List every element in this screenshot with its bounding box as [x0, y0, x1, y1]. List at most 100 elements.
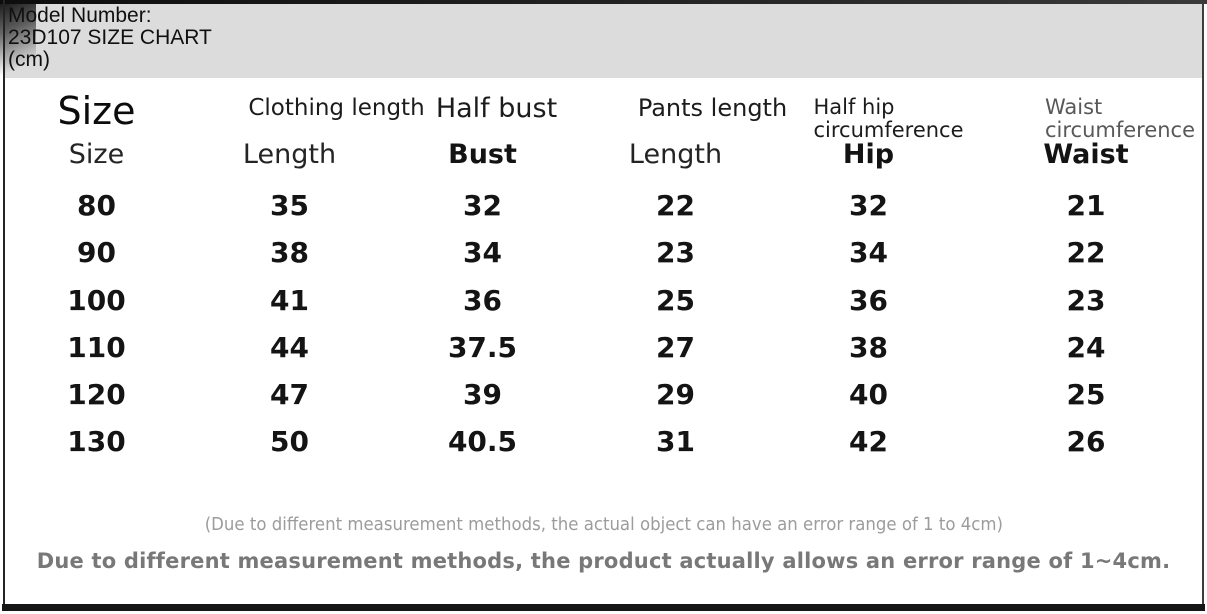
- cell-value: 25: [656, 283, 695, 317]
- table-row: 110 44 37.5 27 38 24: [0, 324, 1207, 371]
- photo-corner-shadow: [0, 0, 36, 96]
- cell-value: 47: [270, 378, 309, 412]
- group-header-cell: Half hip circumference: [772, 91, 965, 142]
- frame-border-right: [1202, 2, 1204, 611]
- cell: 38: [772, 324, 965, 371]
- group-header-clothing-length: Clothing length: [248, 95, 425, 121]
- cell-value: 41: [270, 283, 309, 317]
- cell-value: 38: [849, 330, 888, 364]
- cell-value: 38: [270, 236, 309, 270]
- group-header-half-hip-circumference: Half hip circumference: [813, 95, 964, 142]
- group-header-cell: Size: [0, 91, 193, 142]
- cell: 22: [579, 182, 772, 229]
- column-header-pants-length: Length: [628, 139, 723, 170]
- cell: 23: [965, 277, 1207, 324]
- cell: 40: [772, 371, 965, 418]
- cell-value: 24: [1066, 330, 1106, 364]
- cell-value: 110: [67, 330, 126, 364]
- group-header-row: Size Clothing length Half bust Pants len…: [0, 91, 1207, 142]
- table-row: 100 41 36 25 36 23: [0, 277, 1207, 324]
- chart-title: Model Number: 23D107 SIZE CHART (cm): [8, 5, 212, 71]
- column-header-cell: Length: [193, 141, 386, 168]
- cell-value: 27: [656, 330, 695, 364]
- cell: 34: [772, 229, 965, 276]
- cell: 44: [193, 324, 386, 371]
- cell-value: 80: [77, 189, 116, 222]
- cell-value: 100: [67, 283, 126, 317]
- column-header-hip: Hip: [842, 139, 895, 170]
- cell-value: 32: [463, 189, 502, 222]
- column-header-length: Length: [242, 139, 337, 170]
- cell-value: 36: [463, 283, 502, 317]
- cell: 38: [193, 229, 386, 276]
- column-header-cell: Hip: [772, 141, 965, 168]
- group-header-cell: Half bust: [386, 91, 579, 142]
- cell: 23: [579, 229, 772, 276]
- cell: 40.5: [386, 418, 579, 465]
- cell: 35: [193, 182, 386, 229]
- table-body: 80 35 32 22 32 21 90 38 34 23 34 22 100 …: [0, 182, 1207, 466]
- cell-value: 40: [849, 378, 888, 412]
- cell: 50: [193, 418, 386, 465]
- cell-value: 34: [463, 236, 502, 270]
- group-header-cell: Clothing length: [193, 91, 424, 142]
- cell: 39: [386, 371, 579, 418]
- cell-value: 44: [270, 330, 309, 364]
- group-header-waist-circumference: Waist circumference: [1044, 95, 1196, 142]
- table-row: 80 35 32 22 32 21: [0, 182, 1207, 229]
- frame-border-top: [0, 0, 1207, 4]
- cell: 27: [579, 324, 772, 371]
- cell-value: 90: [77, 236, 116, 270]
- column-header-cell: Bust: [386, 141, 579, 168]
- column-header-row: Size Length Bust Length Hip Waist: [0, 141, 1207, 168]
- cell: 25: [579, 277, 772, 324]
- cell-value: 42: [849, 425, 888, 459]
- table-row: 90 38 34 23 34 22: [0, 229, 1207, 276]
- cell: 41: [193, 277, 386, 324]
- cell-value: 26: [1066, 425, 1106, 459]
- cell: 32: [772, 182, 965, 229]
- cell: 120: [0, 371, 193, 418]
- column-header-waist: Waist: [1043, 139, 1129, 170]
- cell: 29: [579, 371, 772, 418]
- title-line-model-number: Model Number:: [8, 4, 152, 27]
- cell-value: 23: [656, 236, 695, 270]
- column-header-cell: Size: [0, 141, 193, 168]
- cell: 25: [965, 371, 1207, 418]
- cell-value: 36: [849, 283, 888, 317]
- measurement-note-light-text: (Due to different measurement methods, t…: [204, 514, 1003, 535]
- cell: 80: [0, 182, 193, 229]
- cell-value: 50: [270, 425, 309, 459]
- group-header-cell: Pants length: [579, 91, 787, 142]
- frame-border-bottom: [2, 604, 1205, 611]
- cell-value: 25: [1066, 378, 1106, 412]
- cell: 31: [579, 418, 772, 465]
- cell: 21: [965, 182, 1207, 229]
- column-header-size: Size: [68, 139, 125, 170]
- cell: 32: [386, 182, 579, 229]
- measurement-note-bold: Due to different measurement methods, th…: [36, 549, 1171, 573]
- measurement-note-light: (Due to different measurement methods, t…: [0, 514, 1207, 535]
- cell: 42: [772, 418, 965, 465]
- cell-value: 31: [656, 425, 695, 459]
- cell-value: 32: [849, 189, 888, 222]
- cell: 47: [193, 371, 386, 418]
- cell-value: 120: [67, 378, 126, 412]
- column-header-bust: Bust: [448, 139, 517, 170]
- table-row: 130 50 40.5 31 42 26: [0, 418, 1207, 465]
- group-header-size: Size: [57, 89, 136, 133]
- cell: 110: [0, 324, 193, 371]
- cell-value: 40.5: [447, 425, 518, 459]
- cell-value: 37.5: [447, 330, 518, 364]
- cell-value: 22: [656, 189, 695, 222]
- cell: 24: [965, 324, 1207, 371]
- group-header-cell: Waist circumference: [965, 91, 1207, 142]
- group-header-half-bust: Half bust: [435, 93, 558, 124]
- frame-border-left: [3, 0, 5, 611]
- group-header-pants-length: Pants length: [637, 94, 788, 122]
- cell-value: 29: [656, 378, 695, 412]
- title-line-unit: (cm): [8, 48, 50, 71]
- cell: 130: [0, 418, 193, 465]
- column-header-cell: Length: [579, 141, 772, 168]
